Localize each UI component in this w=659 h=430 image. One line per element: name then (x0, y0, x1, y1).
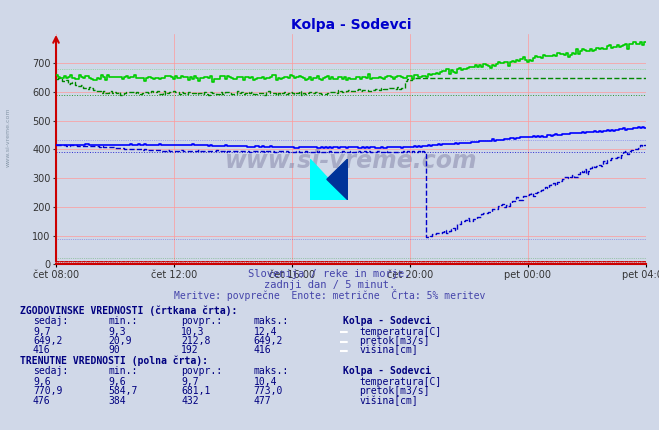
Text: 10,3: 10,3 (181, 326, 205, 337)
Title: Kolpa - Sodevci: Kolpa - Sodevci (291, 18, 411, 32)
Text: maks.:: maks.: (254, 316, 289, 326)
Text: 477: 477 (254, 396, 272, 406)
Text: 416: 416 (33, 345, 51, 356)
Text: ZGODOVINSKE VREDNOSTI (črtkana črta):: ZGODOVINSKE VREDNOSTI (črtkana črta): (20, 305, 237, 316)
Text: 90: 90 (109, 345, 121, 356)
Text: Slovenija / reke in morje.: Slovenija / reke in morje. (248, 269, 411, 280)
Text: min.:: min.: (109, 366, 138, 376)
Text: 12,4: 12,4 (254, 326, 277, 337)
Text: zadnji dan / 5 minut.: zadnji dan / 5 minut. (264, 280, 395, 290)
Text: 192: 192 (181, 345, 199, 356)
Text: 10,4: 10,4 (254, 377, 277, 387)
Text: povpr.:: povpr.: (181, 366, 222, 376)
Text: 476: 476 (33, 396, 51, 406)
Text: 9,6: 9,6 (109, 377, 127, 387)
Polygon shape (310, 159, 348, 200)
Text: 384: 384 (109, 396, 127, 406)
Text: 9,3: 9,3 (109, 326, 127, 337)
Text: min.:: min.: (109, 316, 138, 326)
Text: 416: 416 (254, 345, 272, 356)
Text: temperatura[C]: temperatura[C] (359, 377, 442, 387)
Text: višina[cm]: višina[cm] (359, 345, 418, 356)
Text: 9,6: 9,6 (33, 377, 51, 387)
Text: www.si-vreme.com: www.si-vreme.com (225, 149, 477, 173)
Text: TRENUTNE VREDNOSTI (polna črta):: TRENUTNE VREDNOSTI (polna črta): (20, 356, 208, 366)
Text: pretok[m3/s]: pretok[m3/s] (359, 336, 430, 346)
Text: Meritve: povprečne  Enote: metrične  Črta: 5% meritev: Meritve: povprečne Enote: metrične Črta:… (174, 289, 485, 301)
Text: 432: 432 (181, 396, 199, 406)
Text: 773,0: 773,0 (254, 386, 283, 396)
Text: 9,7: 9,7 (33, 326, 51, 337)
Text: 770,9: 770,9 (33, 386, 63, 396)
Text: www.si-vreme.com: www.si-vreme.com (5, 108, 11, 167)
Text: Kolpa - Sodevci: Kolpa - Sodevci (343, 316, 431, 326)
Polygon shape (327, 159, 348, 200)
Text: sedaj:: sedaj: (33, 366, 68, 376)
Text: maks.:: maks.: (254, 366, 289, 376)
Text: sedaj:: sedaj: (33, 316, 68, 326)
Text: temperatura[C]: temperatura[C] (359, 326, 442, 337)
Text: 9,7: 9,7 (181, 377, 199, 387)
Text: 649,2: 649,2 (254, 336, 283, 346)
Text: 584,7: 584,7 (109, 386, 138, 396)
Text: 649,2: 649,2 (33, 336, 63, 346)
Text: 20,9: 20,9 (109, 336, 132, 346)
Text: povpr.:: povpr.: (181, 316, 222, 326)
Text: Kolpa - Sodevci: Kolpa - Sodevci (343, 366, 431, 376)
Text: višina[cm]: višina[cm] (359, 395, 418, 406)
Text: 212,8: 212,8 (181, 336, 211, 346)
Text: pretok[m3/s]: pretok[m3/s] (359, 386, 430, 396)
Text: 681,1: 681,1 (181, 386, 211, 396)
